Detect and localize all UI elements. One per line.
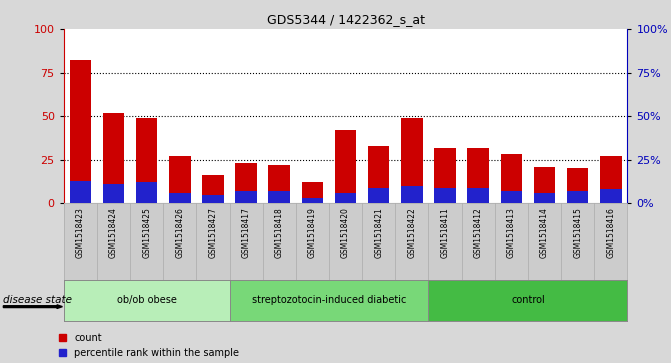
Bar — [302, 182, 323, 203]
Bar — [533, 167, 556, 203]
Text: GSM1518414: GSM1518414 — [540, 207, 549, 258]
Bar — [368, 188, 389, 203]
Bar — [70, 60, 91, 203]
Bar — [136, 182, 158, 203]
Text: control: control — [511, 295, 545, 305]
Bar — [302, 198, 323, 203]
Text: ob/ob obese: ob/ob obese — [117, 295, 176, 305]
Bar — [202, 175, 223, 203]
Bar — [501, 155, 522, 203]
Bar — [335, 193, 356, 203]
Text: GSM1518423: GSM1518423 — [76, 207, 85, 258]
Bar — [501, 191, 522, 203]
Bar — [268, 165, 290, 203]
Text: GSM1518416: GSM1518416 — [607, 207, 615, 258]
Bar — [169, 156, 191, 203]
Text: GSM1518427: GSM1518427 — [209, 207, 217, 258]
Bar — [600, 189, 621, 203]
Text: GSM1518415: GSM1518415 — [573, 207, 582, 258]
Bar — [468, 188, 489, 203]
Text: GSM1518425: GSM1518425 — [142, 207, 151, 258]
Text: GSM1518411: GSM1518411 — [441, 207, 450, 258]
Text: GSM1518420: GSM1518420 — [341, 207, 350, 258]
Text: GSM1518417: GSM1518417 — [242, 207, 250, 258]
Bar — [401, 186, 423, 203]
Bar — [335, 130, 356, 203]
Text: GSM1518418: GSM1518418 — [274, 207, 284, 258]
Text: GSM1518413: GSM1518413 — [507, 207, 516, 258]
Title: GDS5344 / 1422362_s_at: GDS5344 / 1422362_s_at — [266, 13, 425, 26]
Bar — [236, 163, 257, 203]
Bar — [600, 156, 621, 203]
Bar — [368, 146, 389, 203]
Bar — [434, 188, 456, 203]
Bar — [236, 191, 257, 203]
Legend: count, percentile rank within the sample: count, percentile rank within the sample — [58, 333, 239, 358]
Text: GSM1518426: GSM1518426 — [175, 207, 185, 258]
Bar — [169, 193, 191, 203]
Text: GSM1518419: GSM1518419 — [308, 207, 317, 258]
Text: GSM1518424: GSM1518424 — [109, 207, 118, 258]
Bar — [567, 191, 588, 203]
Bar — [401, 118, 423, 203]
Text: GSM1518412: GSM1518412 — [474, 207, 482, 258]
Bar — [567, 168, 588, 203]
Bar — [103, 184, 124, 203]
Bar — [70, 181, 91, 203]
Bar — [468, 147, 489, 203]
Text: disease state: disease state — [3, 295, 72, 305]
Bar — [136, 118, 158, 203]
Text: GSM1518422: GSM1518422 — [407, 207, 417, 258]
Text: streptozotocin-induced diabetic: streptozotocin-induced diabetic — [252, 295, 406, 305]
Bar — [202, 195, 223, 203]
Bar — [103, 113, 124, 203]
Bar — [434, 147, 456, 203]
Text: GSM1518421: GSM1518421 — [374, 207, 383, 258]
Bar — [268, 191, 290, 203]
Bar — [533, 193, 556, 203]
